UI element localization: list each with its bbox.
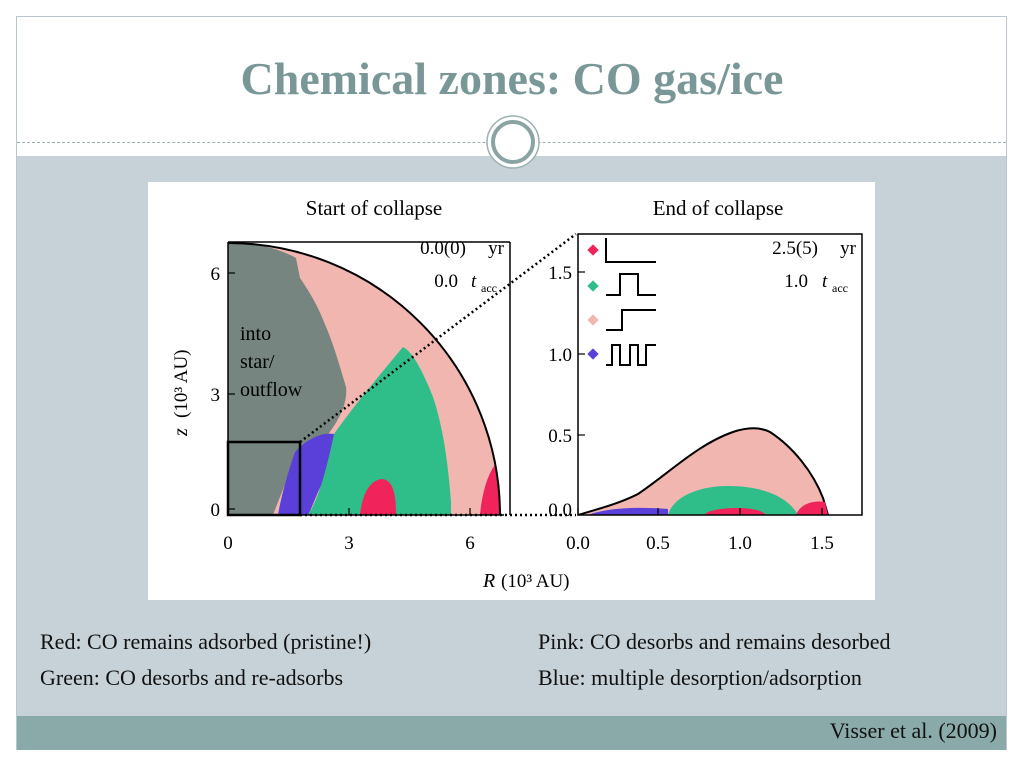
red-region-right-edge [796,501,828,515]
caption-green: Green: CO desorbs and re-adsorbs [40,665,344,690]
legend-green-step-icon [606,273,656,296]
legend-pink-marker [587,314,599,326]
region-label-line2: star/ [240,351,275,373]
right-time-unit: yr [840,238,857,259]
legend-red-marker [587,244,599,256]
left-x-tick-3: 3 [344,533,354,554]
caption-red: Red: CO remains adsorbed (pristine!) [40,629,372,654]
left-y-tick-3: 3 [211,385,221,406]
right-axes-box [577,233,863,516]
left-y-tick-6: 6 [211,264,221,285]
figure-panel: into star/ outflow Start of collapse 0.0… [148,182,875,600]
left-y-tick-0: 0 [211,500,221,521]
cloud-boundary-arc [227,242,501,516]
y-axis-label: z [170,428,192,437]
left-tacc-value: 0.0 [434,271,458,292]
right-tacc-value: 1.0 [784,271,808,292]
grey-region [228,242,347,516]
left-tacc-subscript: acc [481,281,497,295]
right-y-tick-05: 0.5 [548,426,572,447]
legend-pink-step-icon [606,309,656,331]
red-region-left-edge [480,465,500,515]
legend-blue-marker [587,348,599,360]
collapse-figure: into star/ outflow Start of collapse 0.0… [170,196,863,592]
blue-region-left [278,433,335,515]
x-axis-label: R [482,570,495,592]
left-panel-heading: Start of collapse [306,196,442,220]
left-panel: into star/ outflow Start of collapse 0.0… [170,196,511,554]
legend-blue-step-icon [606,344,656,366]
right-y-tick-10: 1.0 [548,345,572,366]
right-ticks [577,271,823,515]
circle-ornament-icon [486,115,540,169]
slide-title: Chemical zones: CO gas/ice [240,53,784,104]
legend-red-step-icon [605,238,656,263]
right-tacc-symbol: t [822,271,828,292]
caption-blue: Blue: multiple desorption/adsorption [538,665,862,690]
x-axis-unit: (10³ AU) [501,571,570,592]
red-region-left-center [360,479,396,515]
green-region-right [668,486,798,515]
right-tacc-subscript: acc [832,281,848,295]
right-x-tick-0: 0.0 [566,533,590,554]
right-panel: End of collapse 2.5(5) yr 1.0 t acc 0.0 … [548,196,863,554]
right-panel-heading: End of collapse [653,196,784,220]
caption-pink: Pink: CO desorbs and remains desorbed [538,629,891,654]
left-tacc-symbol: t [471,271,477,292]
left-time-unit: yr [488,238,505,259]
red-region-right-center [704,508,766,515]
right-x-tick-05: 0.5 [646,533,670,554]
region-label-line3: outflow [240,379,303,401]
left-x-tick-6: 6 [465,533,475,554]
right-time-label: 2.5(5) [772,238,818,259]
footer-band [17,716,1006,750]
blue-region-right [588,507,668,515]
right-x-tick-15: 1.5 [810,533,834,554]
right-y-tick-15: 1.5 [548,263,572,284]
green-region-left [308,347,451,515]
region-label-line1: into [240,323,271,345]
legend-green-marker [587,280,599,292]
y-axis-unit: (10³ AU) [171,350,192,419]
right-x-tick-10: 1.0 [728,533,752,554]
left-time-label: 0.0(0) [420,238,466,259]
right-y-tick-0: 0.0 [548,500,572,521]
zoom-box [226,440,302,517]
citation-text: Visser et al. (2009) [829,718,997,743]
disk-boundary [577,427,829,516]
legend-markers [587,238,656,366]
left-x-tick-0: 0 [223,533,233,554]
